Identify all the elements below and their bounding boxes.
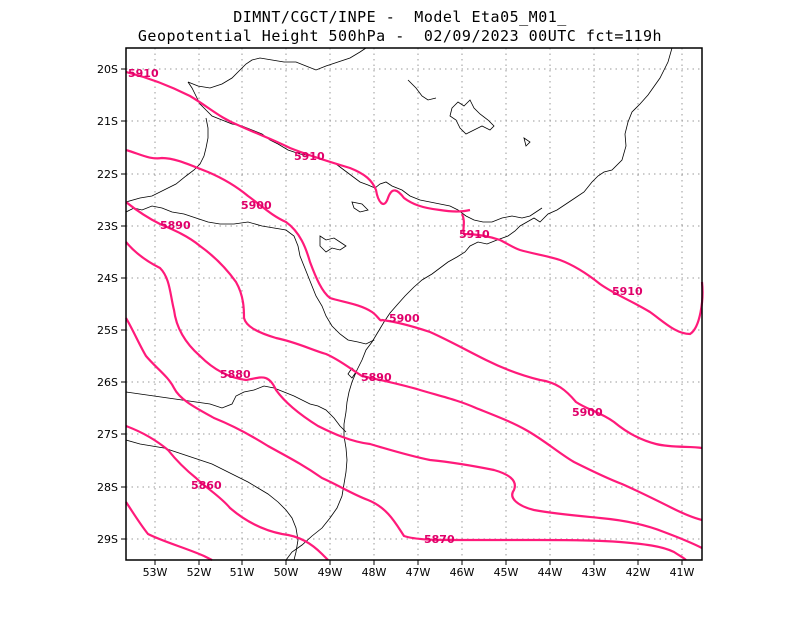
contour-label: 5900: [241, 199, 272, 212]
lon-tick-label: 45W: [494, 566, 519, 579]
lat-tick-label: 21S: [97, 115, 118, 128]
lat-tick-label: 27S: [97, 428, 118, 441]
contour-5860-b: [125, 501, 213, 561]
lon-labels: 53W 52W 51W 50W 49W 48W 47W 46W 45W 44W …: [143, 566, 695, 579]
contour-label: 5900: [572, 406, 603, 419]
lat-tick-label: 20S: [97, 63, 118, 76]
contour-label: 5910: [294, 150, 325, 163]
lon-tick-label: 53W: [143, 566, 168, 579]
lat-tick-label: 23S: [97, 220, 118, 233]
contour-5890-a: [125, 201, 703, 522]
lon-tick-label: 51W: [230, 566, 255, 579]
contour-label: 5890: [160, 219, 191, 232]
lon-tick-label: 43W: [582, 566, 607, 579]
lon-tick-label: 41W: [670, 566, 695, 579]
lat-tick-label: 29S: [97, 533, 118, 546]
title-line-2: Geopotential Height 500hPa - 02/09/2023 …: [137, 27, 663, 45]
grid-lines: [126, 48, 702, 560]
title-line-1: DIMNT/CGCT/INPE - Model Eta05_M01_: [233, 8, 567, 26]
contours: [125, 70, 704, 561]
map-frame: [125, 47, 703, 561]
contour-5880-a: [125, 241, 703, 549]
lon-tick-label: 42W: [626, 566, 651, 579]
lon-tick-label: 48W: [362, 566, 387, 579]
lon-tick-label: 50W: [274, 566, 299, 579]
contour-5910-b: [460, 213, 704, 336]
lon-tick-label: 47W: [406, 566, 431, 579]
contour-label: 5860: [191, 479, 222, 492]
lat-tick-label: 25S: [97, 324, 118, 337]
contour-label: 5880: [220, 368, 251, 381]
axis-ticks: [121, 68, 683, 565]
contour-label: 5910: [459, 228, 490, 241]
contour-label: 5910: [612, 285, 643, 298]
contour-labels: 5910 5910 5910 5910 5900 5900 5900 5890 …: [128, 67, 643, 546]
contour-5860-a: [125, 424, 329, 561]
lat-tick-label: 22S: [97, 168, 118, 181]
contour-5910-a: [125, 70, 471, 213]
contour-5900-a: [125, 148, 703, 450]
lon-tick-label: 46W: [450, 566, 475, 579]
lat-labels: 20S 21S 22S 23S 24S 25S 26S 27S 28S 29S: [97, 63, 118, 546]
lon-tick-label: 44W: [538, 566, 563, 579]
contour-label: 5910: [128, 67, 159, 80]
contour-5870-a: [125, 317, 687, 561]
lat-tick-label: 28S: [97, 481, 118, 494]
contour-label: 5900: [389, 312, 420, 325]
contour-label: 5890: [361, 371, 392, 384]
lat-tick-label: 26S: [97, 376, 118, 389]
contour-label: 5870: [424, 533, 455, 546]
lon-tick-label: 49W: [318, 566, 343, 579]
lon-tick-label: 52W: [187, 566, 212, 579]
lat-tick-label: 24S: [97, 272, 118, 285]
